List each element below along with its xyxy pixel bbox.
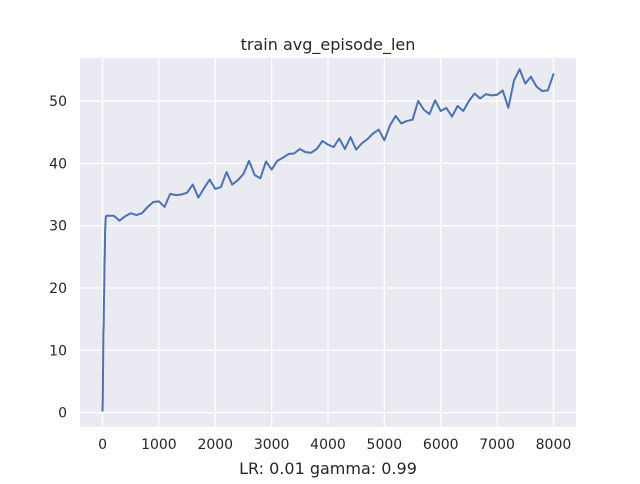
x-tick-label: 6000	[423, 437, 459, 453]
x-tick-label: 2000	[197, 437, 233, 453]
grid	[80, 58, 576, 427]
series-line	[101, 68, 555, 412]
x-axis-label: LR: 0.01 gamma: 0.99	[239, 459, 417, 478]
y-tick-label: 10	[49, 343, 67, 359]
x-tick-label: 1000	[141, 437, 177, 453]
x-tick-label: 8000	[536, 437, 572, 453]
line-layer	[101, 68, 555, 412]
y-tick-label: 50	[49, 94, 67, 110]
x-axis: 0 1000 2000 3000 4000 5000 6000 7000 8000	[98, 437, 571, 453]
x-tick-label: 5000	[367, 437, 403, 453]
y-tick-label: 20	[49, 281, 67, 297]
y-tick-label: 40	[49, 156, 67, 172]
y-tick-label: 30	[49, 219, 67, 235]
y-axis: 0 10 20 30 40 50	[49, 94, 67, 422]
x-tick-label: 0	[98, 437, 107, 453]
y-tick-label: 0	[58, 406, 67, 422]
x-tick-label: 3000	[254, 437, 290, 453]
x-tick-label: 7000	[479, 437, 515, 453]
chart-title: train avg_episode_len	[241, 35, 416, 55]
x-tick-label: 4000	[310, 437, 346, 453]
